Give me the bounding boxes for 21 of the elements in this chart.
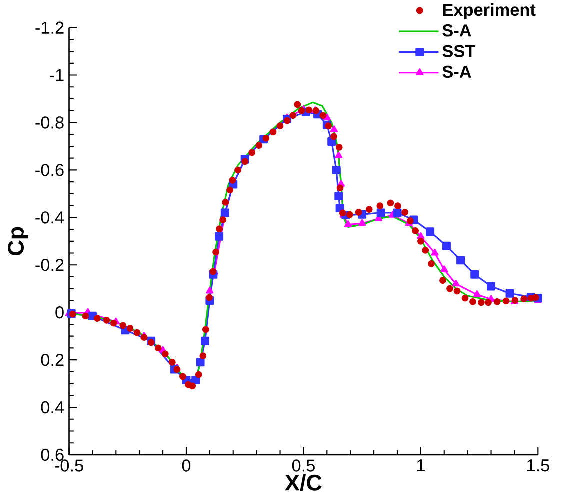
y-tick-label: -0.2 [36, 259, 64, 272]
legend-label: Experiment [443, 4, 536, 20]
legend-label: SST [442, 45, 476, 58]
y-tick-label: -0.4 [36, 212, 64, 224]
legend-label: S-A [442, 24, 472, 37]
x-axis-title: X/C [285, 474, 322, 492]
y-tick-label: 0.6 [41, 449, 64, 462]
x-tick-label: 1.5 [528, 460, 550, 472]
y-tick-label: -0.6 [36, 164, 64, 176]
y-tick-label: 0.4 [41, 402, 64, 414]
y-tick-label: -1.2 [36, 22, 64, 34]
x-tick-label: 1 [417, 460, 425, 472]
y-axis-title: Cp [8, 227, 28, 256]
x-tick-label: -0.5 [55, 460, 84, 472]
x-tick-label: 0 [182, 460, 191, 472]
legend-label: S-A [442, 66, 472, 78]
y-tick-label: 0 [56, 306, 64, 319]
y-tick-label: -0.8 [36, 116, 64, 129]
y-tick-label: -1 [50, 70, 64, 82]
x-tick-label: 0.5 [292, 460, 315, 472]
y-tick-label: 0.2 [41, 354, 64, 366]
